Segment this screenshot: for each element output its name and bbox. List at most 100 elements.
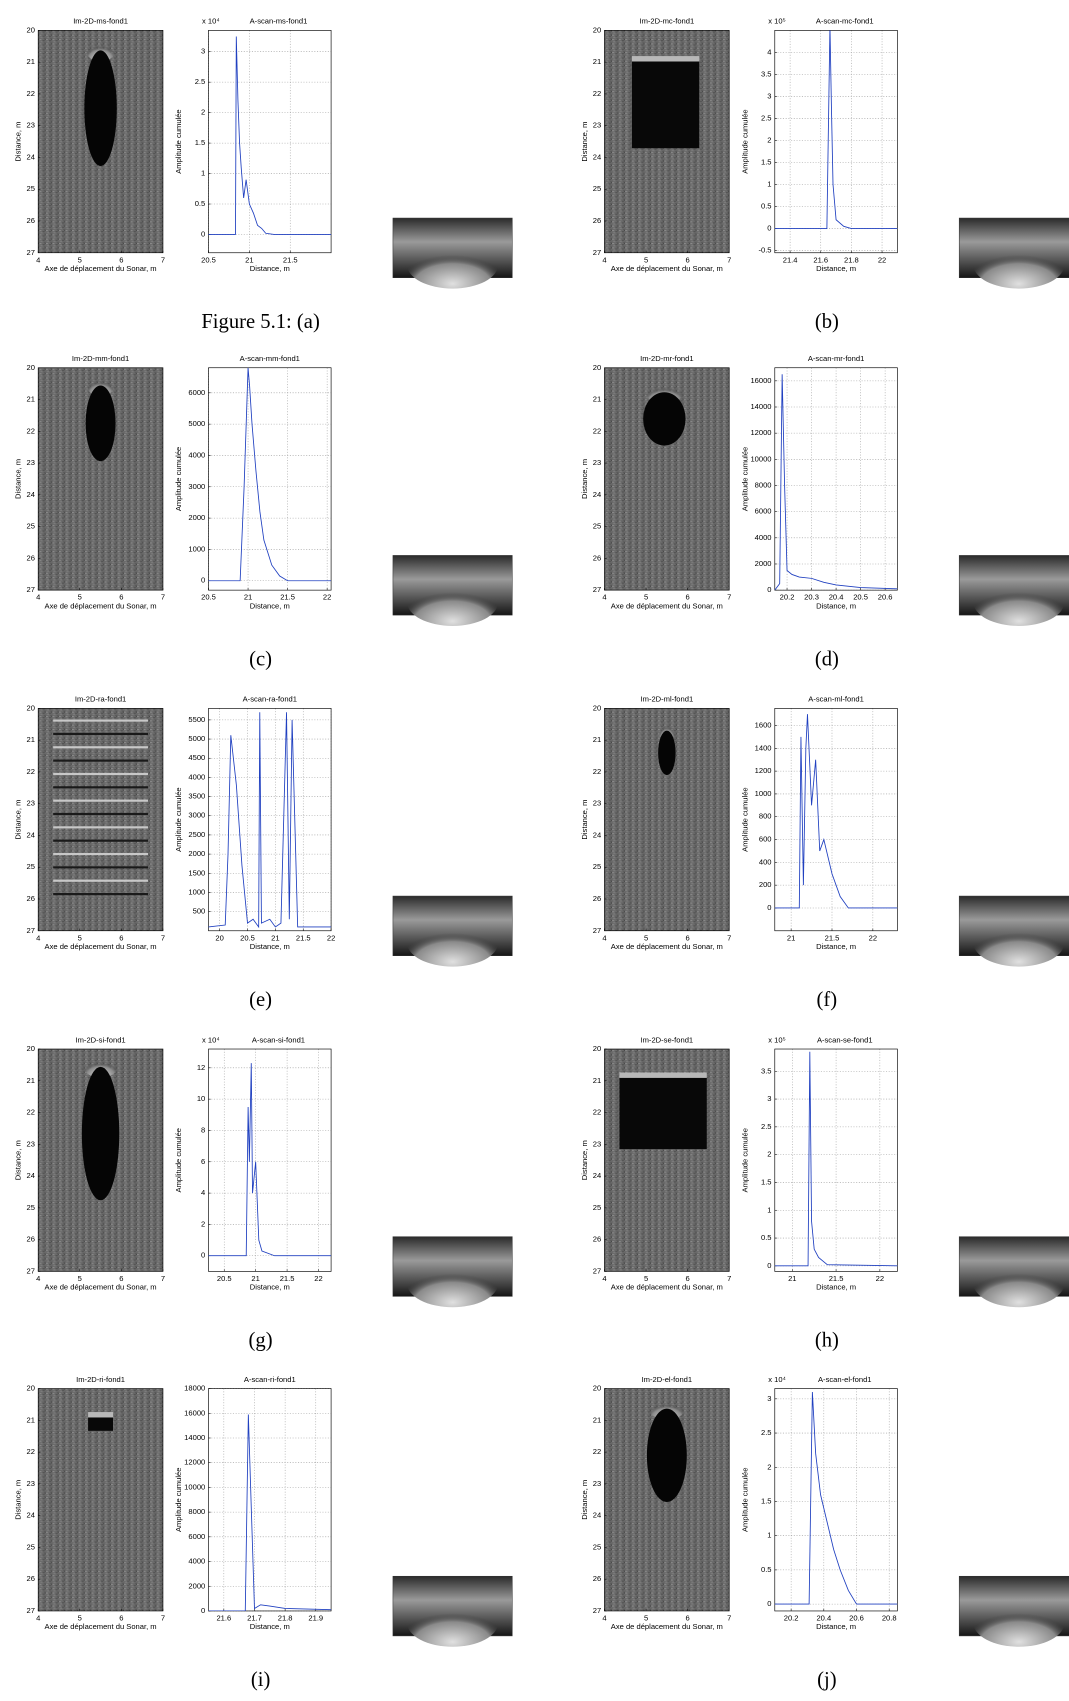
x-tick-label: 20.2 bbox=[784, 1614, 799, 1623]
plot-area bbox=[774, 30, 898, 254]
chart-title: Im-2D-ra-fond1 bbox=[75, 695, 126, 704]
plot-area bbox=[774, 708, 898, 932]
chart-title: A-scan-ms-fond1 bbox=[250, 17, 308, 26]
x-tick-label: 21.5 bbox=[283, 255, 298, 264]
a-scan-line bbox=[774, 30, 898, 229]
y-tick-label: 0 bbox=[767, 224, 771, 233]
x-axis-label: Distance, m bbox=[816, 1622, 856, 1631]
y-tick-label: 23 bbox=[27, 1479, 35, 1488]
x-tick-label: 21 bbox=[245, 255, 253, 264]
y-tick-label: 24 bbox=[27, 830, 35, 839]
y-tick-label: 24 bbox=[593, 1171, 601, 1180]
target-stripe bbox=[53, 879, 148, 882]
chart-title: Im-2D-si-fond1 bbox=[76, 1035, 126, 1044]
y-tick-label: 27 bbox=[27, 1606, 35, 1615]
frame bbox=[604, 30, 730, 254]
y-tick-label: 23 bbox=[593, 458, 601, 467]
y-tick-label: 1000 bbox=[755, 789, 772, 798]
y-tick-label: 5000 bbox=[188, 734, 205, 743]
y-tick-label: 16000 bbox=[184, 1408, 205, 1417]
chart-title: A-scan-el-fond1 bbox=[818, 1375, 872, 1384]
x-tick-label: 21.7 bbox=[247, 1614, 262, 1623]
x-tick-label: 21 bbox=[271, 933, 279, 942]
y-tick-label: 27 bbox=[593, 1266, 601, 1275]
x-tick-label: 4 bbox=[36, 1614, 40, 1623]
x-axis-label: Axe de déplacement du Sonar, m bbox=[45, 942, 157, 951]
y-axis-label: Distance, m bbox=[580, 459, 589, 499]
y-tick-label: 0 bbox=[767, 1261, 771, 1270]
chart-title: A-scan-ra-fond1 bbox=[243, 695, 297, 704]
y-tick-label: 0 bbox=[201, 1251, 205, 1260]
x-tick-label: 6 bbox=[119, 255, 123, 264]
y-tick-label: 1600 bbox=[755, 720, 772, 729]
x-tick-label: 20.5 bbox=[217, 1274, 232, 1283]
y-tick-label: 3000 bbox=[188, 482, 205, 491]
x-axis-label: Distance, m bbox=[816, 942, 856, 951]
frame bbox=[37, 1048, 164, 1272]
caption: (c) bbox=[249, 648, 272, 670]
chart-title: A-scan-mr-fond1 bbox=[808, 354, 864, 363]
plot-area bbox=[208, 30, 332, 254]
y-axis-label: Amplitude cumulée bbox=[174, 109, 183, 173]
thumbnail-echo bbox=[973, 1599, 1065, 1647]
target-stripe bbox=[53, 759, 148, 762]
y-tick-label: 400 bbox=[759, 857, 772, 866]
y-tick-label: 0 bbox=[767, 903, 771, 912]
y-tick-label: 3 bbox=[767, 1394, 771, 1403]
y-tick-label: 2.5 bbox=[195, 77, 206, 86]
y-tick-label: 25 bbox=[27, 522, 35, 531]
y-axis-label: Amplitude cumulée bbox=[740, 787, 749, 851]
y-tick-label: 21 bbox=[593, 1076, 601, 1085]
target-stripe bbox=[53, 799, 148, 802]
y-tick-label: 6000 bbox=[188, 1532, 205, 1541]
y-tick-label: 25 bbox=[593, 1203, 601, 1212]
x-tick-label: 21 bbox=[244, 593, 252, 602]
y-axis-label: Distance, m bbox=[14, 122, 23, 162]
target-stripe bbox=[53, 746, 148, 749]
x-tick-label: 6 bbox=[686, 1614, 690, 1623]
x-tick-label: 4 bbox=[602, 593, 606, 602]
y-tick-label: 1000 bbox=[188, 544, 205, 553]
x-tick-label: 21 bbox=[787, 933, 795, 942]
chart-title: Im-2D-mr-fond1 bbox=[640, 354, 693, 363]
caption: (d) bbox=[815, 648, 839, 670]
plot-area bbox=[774, 367, 898, 591]
a-scan-line bbox=[208, 712, 332, 929]
thumbnail-echo bbox=[407, 578, 499, 626]
x-tick-label: 7 bbox=[727, 1614, 731, 1623]
y-tick-label: 21 bbox=[27, 395, 35, 404]
y-tick-label: 26 bbox=[593, 1235, 601, 1244]
y-tick-label: 24 bbox=[593, 830, 601, 839]
x-tick-label: 7 bbox=[727, 933, 731, 942]
x-axis-label: Axe de déplacement du Sonar, m bbox=[45, 264, 157, 273]
plot-area bbox=[208, 1048, 332, 1272]
y-axis-label: Distance, m bbox=[580, 1480, 589, 1520]
x-tick-label: 7 bbox=[727, 593, 731, 602]
x-tick-label: 20.2 bbox=[780, 593, 795, 602]
x-tick-label: 5 bbox=[78, 593, 82, 602]
x-tick-label: 5 bbox=[644, 1274, 648, 1283]
chart-title: A-scan-ml-fond1 bbox=[808, 695, 864, 704]
y-tick-label: 21 bbox=[593, 735, 601, 744]
y-tick-label: 2 bbox=[201, 1219, 205, 1228]
plot-area bbox=[208, 367, 332, 591]
y-tick-label: 27 bbox=[27, 585, 35, 594]
y-tick-label: 16000 bbox=[750, 376, 771, 385]
y-exponent: x 10⁴ bbox=[202, 1035, 220, 1044]
x-tick-label: 20.5 bbox=[201, 593, 216, 602]
y-tick-label: 0.5 bbox=[761, 1233, 772, 1242]
chart-title: A-scan-se-fond1 bbox=[817, 1035, 873, 1044]
frame bbox=[37, 708, 164, 932]
y-tick-label: 27 bbox=[593, 1606, 601, 1615]
y-tick-label: 24 bbox=[27, 152, 35, 161]
y-tick-label: 25 bbox=[593, 862, 601, 871]
x-tick-label: 5 bbox=[644, 933, 648, 942]
x-tick-label: 7 bbox=[161, 593, 165, 602]
a-scan-line bbox=[208, 367, 332, 582]
x-tick-label: 7 bbox=[161, 255, 165, 264]
chart-title: Im-2D-el-fond1 bbox=[642, 1375, 693, 1384]
y-tick-label: 0 bbox=[767, 1599, 771, 1608]
x-tick-label: 21.5 bbox=[280, 1274, 295, 1283]
y-tick-label: 2 bbox=[767, 1150, 771, 1159]
y-tick-label: 6000 bbox=[755, 507, 772, 516]
